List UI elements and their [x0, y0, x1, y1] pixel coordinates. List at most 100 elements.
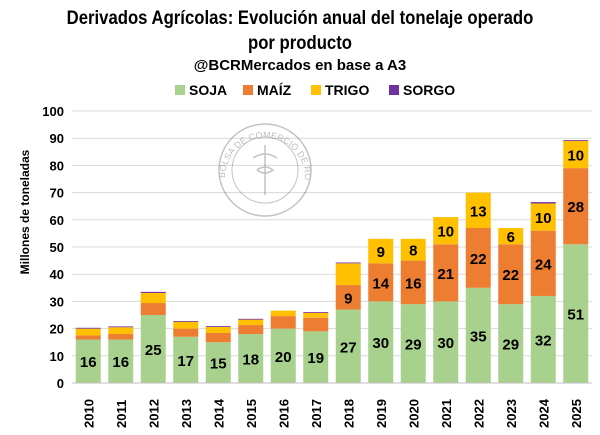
legend-label: SOJA	[189, 82, 227, 98]
y-tick-label: 0	[57, 376, 64, 391]
bar-segment-trigo	[498, 227, 524, 245]
bar-segment-trigo	[400, 238, 426, 261]
x-tick-label: 2011	[114, 400, 129, 428]
data-label: 10	[437, 224, 454, 241]
data-label: 22	[502, 267, 519, 284]
data-label: 29	[502, 337, 519, 354]
bar-segment-sorgo	[563, 140, 589, 141]
y-tick-label: 50	[50, 240, 64, 255]
x-tick-label: 2017	[309, 399, 324, 428]
bar-segment-trigo	[465, 192, 491, 228]
bar-segment-soja	[205, 342, 231, 383]
bar-segment-maíz	[433, 244, 459, 302]
bar-segment-sorgo	[108, 326, 134, 328]
legend-label: TRIGO	[325, 82, 369, 98]
bar-segment-sorgo	[303, 312, 329, 313]
bar-segment-maíz	[238, 325, 264, 335]
x-tick-label: 2013	[179, 399, 194, 428]
bar-segment-maíz	[335, 285, 361, 310]
bar-segment-soja	[140, 315, 166, 383]
data-label: 8	[409, 243, 417, 260]
y-axis-label: Millones de toneladas	[18, 149, 32, 274]
data-label: 16	[112, 354, 129, 371]
y-tick-label: 40	[50, 267, 64, 282]
bar-segment-maíz	[75, 335, 101, 340]
data-label: 30	[372, 335, 389, 352]
bar-segment-maíz	[400, 260, 426, 305]
data-label: 21	[437, 266, 454, 283]
bar-segment-soja	[108, 339, 134, 383]
bar-segment-maíz	[368, 263, 394, 302]
bar-segment-maíz	[270, 316, 296, 329]
data-label: 35	[470, 328, 487, 345]
bar-segment-sorgo	[238, 318, 264, 320]
bar-segment-maíz	[140, 303, 166, 315]
legend-swatch	[175, 85, 185, 95]
bar-segment-trigo	[335, 263, 361, 286]
bar-segment-soja	[335, 309, 361, 383]
bar-segment-sorgo	[140, 291, 166, 293]
data-label: 18	[242, 352, 259, 369]
y-tick-label: 100	[42, 104, 64, 119]
data-label: 16	[80, 354, 97, 371]
bar-segment-soja	[270, 328, 296, 383]
y-tick-label: 20	[50, 322, 64, 337]
bar-segment-trigo	[530, 203, 556, 231]
y-tick-label: 90	[50, 131, 64, 146]
data-label: 14	[372, 275, 389, 292]
bar-segment-trigo	[368, 238, 394, 264]
data-label: 28	[567, 199, 584, 216]
data-label: 16	[405, 275, 422, 292]
data-label: 24	[535, 256, 552, 273]
bar-segment-maíz	[563, 168, 589, 245]
y-tick-label: 80	[50, 158, 64, 173]
bar-segment-soja	[303, 331, 329, 383]
x-tick-label: 2021	[439, 399, 454, 428]
bar-segment-soja	[530, 295, 556, 383]
bar-segment-trigo	[108, 327, 134, 335]
y-tick-label: 30	[50, 294, 64, 309]
bar-segment-sorgo	[75, 327, 101, 329]
bar-segment-maíz	[498, 244, 524, 305]
legend-label: SORGO	[403, 82, 455, 98]
bar-segment-maíz	[465, 227, 491, 288]
data-label: 25	[145, 342, 162, 359]
bar-segment-sorgo	[173, 320, 199, 322]
bar-segment-trigo	[140, 292, 166, 304]
bar-segment-soja	[173, 336, 199, 383]
data-label: 10	[535, 210, 552, 227]
bar-segment-sorgo	[205, 326, 231, 327]
bar-segment-sorgo	[335, 262, 361, 264]
y-tick-label: 60	[50, 213, 64, 228]
bar-segment-trigo	[75, 328, 101, 336]
bar-segment-soja	[75, 339, 101, 383]
data-label: 10	[567, 148, 584, 165]
data-label: 30	[437, 335, 454, 352]
chart-subtitle: @BCRMercados en base a A3	[193, 57, 407, 74]
chart-title-line-1: Derivados Agrícolas: Evolución anual del…	[66, 8, 534, 29]
x-tick-label: 2010	[81, 399, 96, 428]
data-label: 22	[470, 251, 487, 268]
data-label: 13	[470, 203, 487, 220]
bar-segment-sorgo	[530, 202, 556, 204]
data-label: 9	[344, 290, 352, 307]
data-label: 15	[210, 356, 227, 373]
bar-segment-trigo	[173, 321, 199, 329]
bar-segment-maíz	[303, 317, 329, 332]
legend-swatch	[311, 85, 321, 95]
bar-segment-maíz	[173, 328, 199, 337]
x-tick-label: 2022	[471, 399, 486, 428]
x-tick-label: 2025	[569, 399, 584, 428]
x-tick-label: 2018	[341, 399, 356, 428]
legend-swatch	[243, 85, 253, 95]
bar-segment-trigo	[563, 140, 589, 169]
bar-segment-trigo	[433, 217, 459, 245]
data-label: 17	[177, 353, 194, 370]
x-tick-label: 2012	[146, 399, 161, 428]
data-label: 6	[507, 229, 515, 246]
x-tick-label: 2024	[536, 398, 551, 428]
legend-label: MAÍZ	[257, 82, 292, 98]
chart-title-line-2: por producto	[247, 33, 353, 54]
bar-segment-trigo	[205, 326, 231, 333]
